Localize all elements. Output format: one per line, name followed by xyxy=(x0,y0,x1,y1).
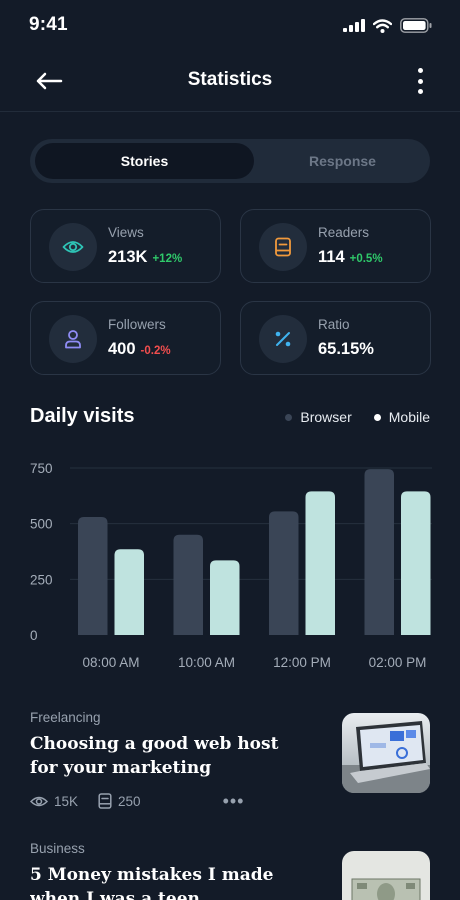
stat-value-row: 400 -0.2% xyxy=(108,340,171,359)
dot xyxy=(417,78,423,84)
stat-card-views[interactable]: Views 213K +12% xyxy=(30,209,221,283)
stat-value: 65.15% xyxy=(318,340,374,358)
legend-item-browser: Browser xyxy=(285,409,352,425)
stat-icon-wrap xyxy=(259,315,307,363)
article-saves: 250 xyxy=(98,793,141,809)
stat-change: +0.5% xyxy=(349,253,383,265)
battery-icon xyxy=(400,18,432,33)
legend-dot-browser xyxy=(285,413,293,421)
bar-mobile[interactable] xyxy=(401,491,431,635)
eye-icon xyxy=(62,241,84,253)
stat-label: Ratio xyxy=(318,317,350,332)
laptop-image xyxy=(342,713,430,793)
article-views: 15K xyxy=(30,794,78,809)
nav-bar: Statistics xyxy=(0,50,460,112)
article-thumbnail[interactable] xyxy=(342,713,430,793)
daily-visits-chart: 0 250 500 750 08:00 AM 10:00 AM 12:00 PM 02:00 … xyxy=(30,461,432,670)
bar-mobile[interactable] xyxy=(305,491,336,635)
stat-value: 114 xyxy=(318,248,345,266)
stat-icon-wrap xyxy=(49,315,97,363)
article-more-button[interactable]: ••• xyxy=(222,791,245,811)
y-tick-label: 250 xyxy=(30,572,53,587)
bar-mobile[interactable] xyxy=(210,560,240,635)
stat-card-ratio[interactable]: Ratio 65.15% xyxy=(240,301,431,375)
stat-icon-wrap xyxy=(259,223,307,271)
legend-label: Mobile xyxy=(388,409,430,425)
eye-icon xyxy=(30,796,48,806)
status-icons xyxy=(343,18,432,33)
legend-dot-mobile xyxy=(373,413,381,421)
stat-value: 213K xyxy=(108,248,148,266)
stat-icon-wrap xyxy=(49,223,97,271)
stat-change: +12% xyxy=(152,253,183,265)
stat-card-followers[interactable]: Followers 400 -0.2% xyxy=(30,301,221,375)
y-tick-label: 500 xyxy=(30,517,53,532)
article-card[interactable]: Freelancing Choosing a good web host for… xyxy=(30,710,430,820)
arrow-left-icon xyxy=(36,72,63,90)
bar-browser[interactable] xyxy=(173,534,204,635)
article-saves-count: 250 xyxy=(118,793,141,809)
article-category: Freelancing xyxy=(30,710,101,725)
book-icon xyxy=(275,237,291,257)
chart-legend: Browser Mobile xyxy=(263,409,430,425)
section-title-daily-visits: Daily visits xyxy=(30,405,135,427)
wifi-icon xyxy=(373,18,392,33)
article-meta: 15K 250 ••• xyxy=(30,791,245,811)
dot xyxy=(417,89,423,94)
tab-response[interactable]: Response xyxy=(309,153,376,169)
bar-browser[interactable] xyxy=(269,511,299,635)
stat-label: Readers xyxy=(318,225,370,240)
back-button[interactable] xyxy=(34,66,64,96)
stat-card-readers[interactable]: Readers 114 +0.5% xyxy=(240,209,431,283)
x-tick-label: 08:00 AM xyxy=(82,655,139,670)
bar-browser[interactable] xyxy=(78,516,108,635)
y-tick-label: 0 xyxy=(30,628,38,643)
article-thumbnail[interactable] xyxy=(342,851,430,900)
x-tick-label: 12:00 PM xyxy=(273,655,331,670)
tab-switcher: Stories Response xyxy=(30,139,430,183)
stat-value: 400 xyxy=(108,340,136,358)
legend-label: Browser xyxy=(300,409,352,425)
stat-change: -0.2% xyxy=(140,345,171,357)
page-title: Statistics xyxy=(187,69,273,90)
cellular-signal-icon xyxy=(343,19,365,32)
y-tick-label: 750 xyxy=(30,461,53,476)
bar-browser[interactable] xyxy=(364,469,395,635)
status-bar: 9:41 xyxy=(0,0,460,50)
article-category: Business xyxy=(30,841,85,856)
tab-stories[interactable]: Stories xyxy=(35,143,254,179)
stat-value-row: 65.15% xyxy=(318,340,374,359)
dot xyxy=(417,68,423,73)
book-icon xyxy=(98,793,112,809)
x-tick-label: 02:00 PM xyxy=(369,655,427,670)
stat-label: Views xyxy=(108,225,144,240)
x-tick-label: 10:00 AM xyxy=(178,655,235,670)
stat-value-row: 213K +12% xyxy=(108,248,182,267)
article-views-count: 15K xyxy=(54,793,79,809)
article-title[interactable]: 5 Money mistakes I made when I was a tee… xyxy=(30,865,274,900)
person-icon xyxy=(65,330,81,349)
money-image xyxy=(342,851,430,900)
status-time: 9:41 xyxy=(29,14,68,35)
stat-label: Followers xyxy=(108,317,166,332)
article-title[interactable]: Choosing a good web host for your market… xyxy=(30,734,279,778)
stat-value-row: 114 +0.5% xyxy=(318,248,383,267)
percent-icon xyxy=(275,331,291,347)
bar-mobile[interactable] xyxy=(114,549,145,635)
legend-item-mobile: Mobile xyxy=(373,409,430,425)
article-card[interactable]: Business 5 Money mistakes I made when I … xyxy=(30,841,430,900)
more-options-button[interactable] xyxy=(414,68,426,94)
